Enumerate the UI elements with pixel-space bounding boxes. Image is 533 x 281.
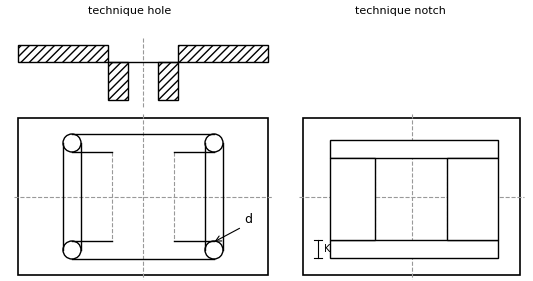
Bar bbox=[18, 45, 108, 62]
Bar bbox=[330, 240, 498, 258]
Bar bbox=[303, 118, 520, 275]
Bar bbox=[158, 62, 178, 100]
Bar bbox=[108, 62, 128, 100]
Bar bbox=[18, 45, 108, 62]
Bar bbox=[178, 45, 268, 62]
Text: K: K bbox=[324, 244, 330, 254]
Text: technique notch: technique notch bbox=[354, 6, 446, 16]
Text: d: d bbox=[244, 213, 252, 226]
Bar bbox=[178, 45, 268, 62]
Bar bbox=[330, 140, 498, 158]
Bar bbox=[108, 62, 128, 100]
Bar bbox=[330, 158, 375, 240]
Bar bbox=[18, 118, 268, 275]
Text: technique hole: technique hole bbox=[88, 6, 172, 16]
Bar bbox=[158, 62, 178, 100]
Bar bbox=[447, 158, 498, 240]
